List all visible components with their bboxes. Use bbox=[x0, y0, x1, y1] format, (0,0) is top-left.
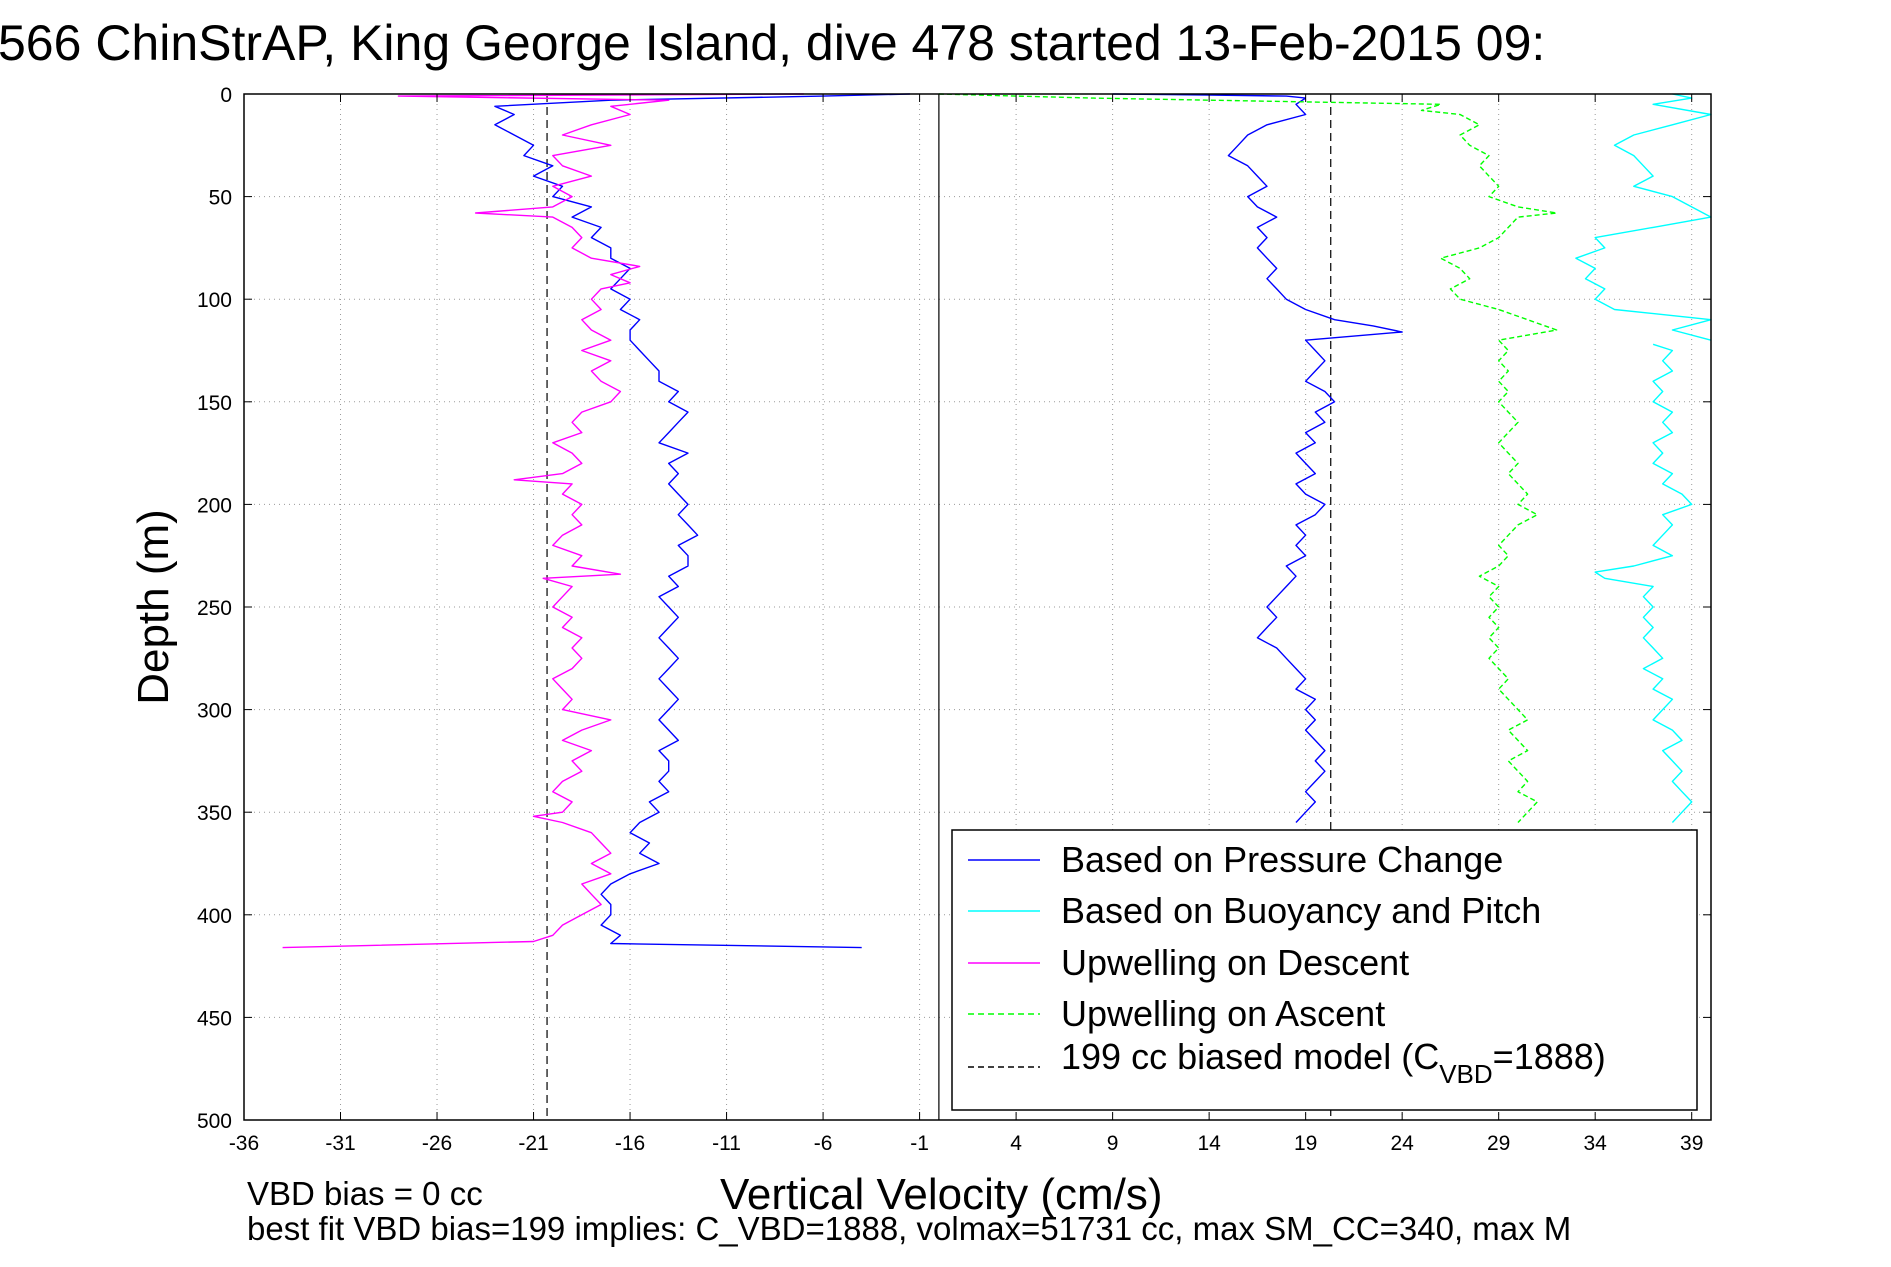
legend-label-ascent: Upwelling on Ascent bbox=[1061, 993, 1385, 1034]
y-tick-label-6: 300 bbox=[197, 700, 232, 723]
x-tick-label-14: 34 bbox=[1584, 1132, 1608, 1155]
y-tick-label-1: 50 bbox=[209, 187, 232, 210]
x-tick-label-10: 14 bbox=[1197, 1132, 1221, 1155]
x-tick-label-6: -6 bbox=[814, 1132, 833, 1155]
x-tick-label-4: -16 bbox=[615, 1132, 645, 1155]
x-tick-label-9: 9 bbox=[1107, 1132, 1119, 1155]
footer-line-1: VBD bias = 0 cc bbox=[247, 1175, 483, 1212]
series-2-line-0 bbox=[282, 93, 804, 949]
legend-label-model: 199 cc biased model (CVBD=1888) bbox=[1061, 1036, 1606, 1089]
y-tick-label-4: 200 bbox=[197, 494, 232, 517]
legend-label-buoyancy: Based on Buoyancy and Pitch bbox=[1061, 890, 1541, 931]
chart-title: 566 ChinStrAP, King George Island, dive … bbox=[0, 15, 1545, 71]
legend-label-pressure: Based on Pressure Change bbox=[1061, 839, 1503, 880]
footer-line-2: best fit VBD bias=199 implies: C_VBD=188… bbox=[247, 1210, 1571, 1247]
x-tick-label-13: 29 bbox=[1487, 1132, 1510, 1155]
legend-model-subscript: VBD bbox=[1439, 1059, 1492, 1089]
x-tick-label-7: -1 bbox=[910, 1132, 929, 1155]
y-tick-label-2: 100 bbox=[197, 289, 232, 312]
legend-model-suffix: =1888) bbox=[1493, 1036, 1606, 1077]
y-tick-label-8: 400 bbox=[197, 905, 232, 928]
y-ticks: 0 50 100 150 200 250 300 350 400 450 500 bbox=[197, 84, 1711, 1133]
series-layer bbox=[282, 93, 1712, 949]
x-tick-label-15: 39 bbox=[1680, 1132, 1703, 1155]
y-axis-label: Depth (m) bbox=[129, 509, 178, 705]
x-tick-label-2: -26 bbox=[422, 1132, 452, 1155]
y-tick-label-7: 350 bbox=[197, 802, 232, 825]
x-ticks: -36 -31 -26 -21 -16 -11 -6 -1 4 9 14 19 24 29 34 39 bbox=[229, 94, 1703, 1155]
x-axis-label: Vertical Velocity (cm/s) bbox=[720, 1170, 1163, 1219]
y-tick-label-0: 0 bbox=[220, 84, 232, 107]
series-0-line-2 bbox=[1227, 97, 1403, 823]
legend-label-descent: Upwelling on Descent bbox=[1061, 942, 1409, 983]
x-tick-label-1: -31 bbox=[325, 1132, 355, 1155]
y-tick-label-5: 250 bbox=[197, 597, 232, 620]
series-0-line-0 bbox=[494, 93, 910, 949]
series-3-line-0 bbox=[938, 93, 1558, 823]
x-tick-label-3: -21 bbox=[518, 1132, 548, 1155]
legend-box bbox=[951, 829, 1698, 1111]
y-tick-label-10: 500 bbox=[197, 1110, 232, 1133]
x-tick-label-5: -11 bbox=[712, 1132, 741, 1155]
legend: Based on Pressure Change Based on Buoyan… bbox=[951, 829, 1698, 1111]
x-tick-label-0: -36 bbox=[229, 1132, 259, 1155]
y-tick-label-3: 150 bbox=[197, 392, 232, 415]
y-tick-label-9: 450 bbox=[197, 1007, 232, 1030]
x-tick-label-8: 4 bbox=[1010, 1132, 1022, 1155]
series-1-line-1 bbox=[1594, 343, 1693, 823]
x-tick-label-11: 19 bbox=[1294, 1132, 1317, 1155]
x-tick-label-12: 24 bbox=[1390, 1132, 1414, 1155]
legend-model-name: 199 cc biased model (C bbox=[1061, 1036, 1439, 1077]
series-1-line-0 bbox=[1575, 93, 1712, 341]
